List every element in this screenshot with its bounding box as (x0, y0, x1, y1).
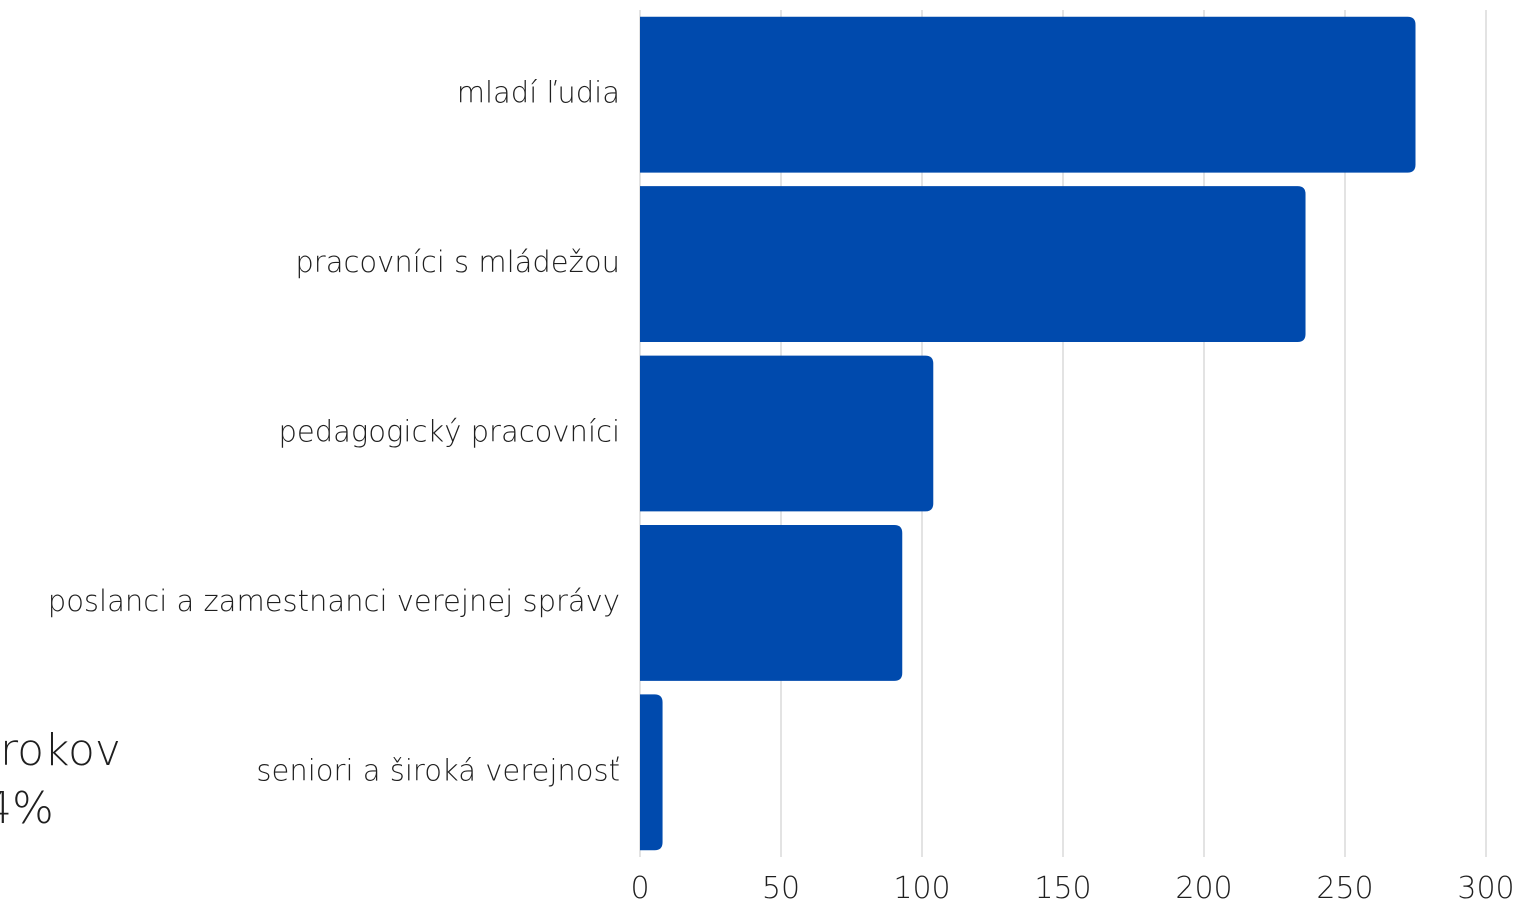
x-tick-label: 150 (1034, 871, 1091, 904)
category-label: pedagogický pracovníci (278, 415, 620, 449)
x-tick-label: 0 (630, 871, 649, 904)
bars (640, 16, 1416, 851)
bar-2 (640, 355, 934, 512)
x-axis-ticks: 0 50 100 150 200 250 300 (630, 871, 1514, 904)
bar-0 (640, 16, 1416, 173)
x-tick-label: 300 (1457, 871, 1514, 904)
bar-3 (640, 524, 903, 681)
category-label: pracovníci s mládežou (295, 245, 620, 279)
category-labels: mladí ľudia pracovníci s mládežou pedagogi… (48, 76, 620, 788)
category-label: seniori a široká verejnosť (256, 753, 620, 787)
category-label: mladí ľudia (457, 76, 620, 110)
category-label: poslanci a zamestnanci verejnej správy (48, 584, 620, 618)
bar-4 (640, 694, 663, 851)
cropped-side-text-line2: 4% (0, 783, 54, 834)
bar-1 (640, 186, 1306, 343)
x-tick-label: 50 (762, 871, 800, 904)
cropped-side-text-line1: rokov (0, 725, 121, 776)
x-tick-label: 250 (1316, 871, 1373, 904)
x-tick-label: 100 (893, 871, 950, 904)
x-tick-label: 200 (1175, 871, 1232, 904)
